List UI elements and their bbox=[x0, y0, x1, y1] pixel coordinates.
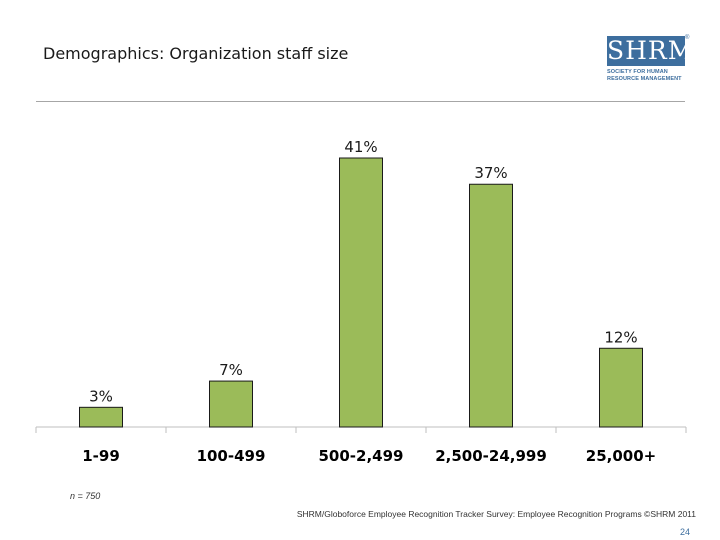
title-divider bbox=[36, 101, 685, 102]
source-citation: SHRM/Globoforce Employee Recognition Tra… bbox=[296, 509, 696, 519]
bar-data-label: 3% bbox=[89, 387, 113, 405]
bar bbox=[599, 347, 643, 428]
bar bbox=[79, 406, 123, 428]
page-number: 24 bbox=[679, 527, 690, 537]
bar bbox=[339, 157, 383, 428]
slide-title: Demographics: Organization staff size bbox=[43, 44, 349, 63]
x-tick-label: 25,000+ bbox=[586, 447, 656, 465]
sample-size-note: n = 750 bbox=[70, 491, 101, 501]
bar bbox=[209, 380, 253, 428]
x-tick-label: 2,500-24,999 bbox=[435, 447, 547, 465]
logo-wordmark: SHRM bbox=[607, 36, 695, 66]
logo-subtitle: SOCIETY FOR HUMAN RESOURCE MANAGEMENT bbox=[607, 69, 687, 83]
shrm-logo: SHRM ® SOCIETY FOR HUMAN RESOURCE MANAGE… bbox=[607, 35, 695, 86]
bar-data-label: 12% bbox=[604, 328, 637, 346]
x-tick-label: 100-499 bbox=[197, 447, 266, 465]
logo-subtitle-line-1: SOCIETY FOR HUMAN bbox=[607, 69, 668, 75]
logo-registered-mark: ® bbox=[685, 35, 690, 41]
logo-subtitle-line-2: RESOURCE MANAGEMENT bbox=[607, 76, 682, 82]
x-tick-label: 500-2,499 bbox=[319, 447, 404, 465]
bar-data-label: 37% bbox=[474, 164, 507, 182]
bar-data-label: 41% bbox=[344, 138, 377, 156]
bar-data-label: 7% bbox=[219, 361, 243, 379]
bar bbox=[469, 183, 513, 428]
x-tick-label: 1-99 bbox=[82, 447, 120, 465]
